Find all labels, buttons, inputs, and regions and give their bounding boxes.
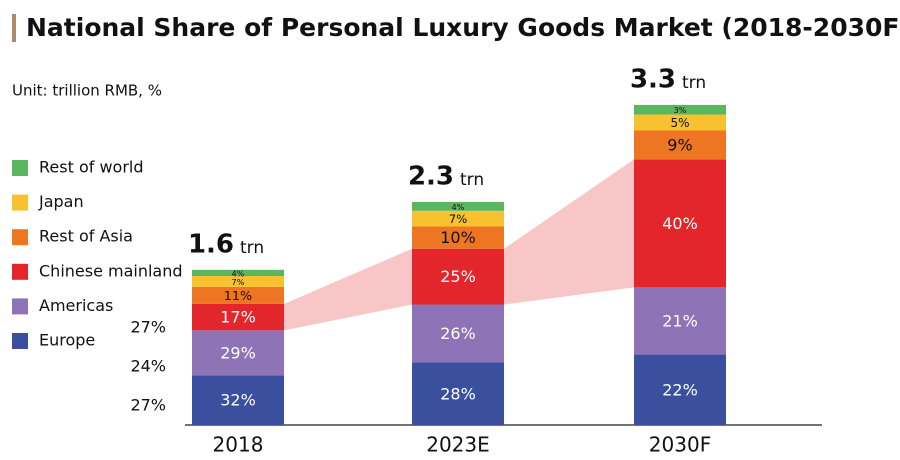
legend-label: Rest of Asia <box>39 227 133 246</box>
bar-segment <box>634 159 726 288</box>
value-label: 17% <box>220 308 256 327</box>
bar-segment <box>634 114 726 131</box>
value-label: 4% <box>452 203 465 212</box>
side-label: 24% <box>130 357 166 376</box>
bar-segment <box>192 286 284 304</box>
value-label: 29% <box>220 343 256 362</box>
subtitle: Unit: trillion RMB, % <box>12 82 162 100</box>
x-tick-label: 2030F <box>649 433 711 457</box>
value-label: 3% <box>674 106 687 115</box>
title-marker <box>12 14 16 42</box>
value-label: 25% <box>440 267 476 286</box>
bar-segment <box>412 226 504 249</box>
legend-swatch <box>12 263 28 280</box>
value-label: 10% <box>440 228 476 247</box>
total-label: 2.3 <box>408 161 454 191</box>
bar-segment <box>412 201 504 211</box>
value-label: 40% <box>662 214 698 233</box>
total-unit: trn <box>460 170 484 190</box>
total-label: 1.6 <box>188 229 234 259</box>
bar-segment <box>634 130 726 160</box>
x-tick-label: 2018 <box>213 433 264 457</box>
legend-swatch <box>12 298 28 315</box>
side-label: 27% <box>130 318 166 337</box>
highlight-connector <box>284 248 412 331</box>
value-label: 5% <box>670 116 689 130</box>
value-label: 11% <box>224 289 252 304</box>
legend-label: Europe <box>39 331 95 350</box>
legend-label: Rest of world <box>39 158 144 177</box>
total-label: 3.3 <box>630 64 676 94</box>
bar-segment <box>634 354 726 425</box>
legend-label: Chinese mainland <box>39 261 183 280</box>
value-label: 32% <box>220 391 256 410</box>
value-label: 9% <box>667 135 692 154</box>
x-tick-label: 2023E <box>426 433 490 457</box>
legend-swatch <box>12 194 28 211</box>
legend-label: Americas <box>39 296 113 315</box>
bar-segment <box>192 330 284 376</box>
total-unit: trn <box>682 73 706 93</box>
bar-segment <box>412 248 504 305</box>
bar-segment <box>412 304 504 363</box>
bar-segment <box>192 276 284 287</box>
highlight-layer <box>284 159 634 331</box>
value-label: 28% <box>440 384 476 403</box>
bar-segment <box>634 104 726 115</box>
bar-segment <box>412 210 504 227</box>
value-label: 7% <box>449 212 468 226</box>
total-unit: trn <box>240 238 264 258</box>
value-label: 21% <box>662 311 698 330</box>
legend-label: Japan <box>38 192 84 211</box>
side-label: 27% <box>130 396 166 415</box>
value-label: 22% <box>662 380 698 399</box>
bar-segment <box>192 303 284 331</box>
value-label: 7% <box>232 277 245 287</box>
bar-segment <box>192 375 284 425</box>
value-label: 4% <box>232 269 245 278</box>
bar-segment <box>412 362 504 425</box>
legend-swatch <box>12 160 28 176</box>
legend-swatch <box>12 333 28 349</box>
legend-swatch <box>12 229 28 246</box>
bar-segment <box>192 269 284 277</box>
highlight-connector <box>504 159 634 305</box>
bar-segment <box>634 287 726 355</box>
chart-title: National Share of Personal Luxury Goods … <box>26 13 900 42</box>
value-label: 26% <box>440 324 476 343</box>
